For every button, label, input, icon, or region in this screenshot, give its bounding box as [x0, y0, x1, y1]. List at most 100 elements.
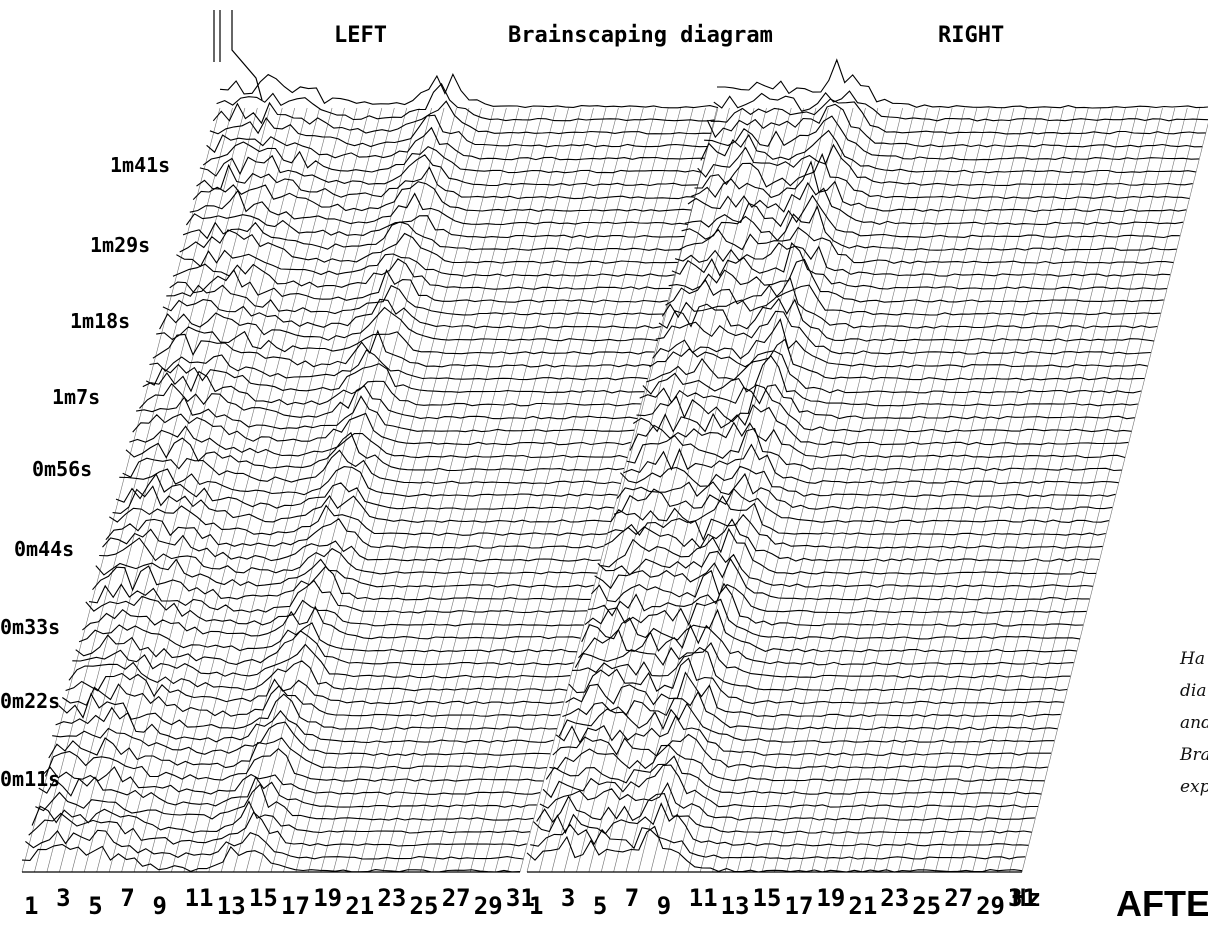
spectrum-trace — [142, 370, 641, 407]
spectrum-trace — [530, 823, 1026, 860]
x-tick-label: 3 — [56, 884, 70, 912]
frequency-gridline — [171, 107, 370, 873]
frequency-gridline — [233, 107, 432, 873]
frequency-gridline — [588, 107, 780, 873]
x-axis-labels: 1 3 5 7 9 11 13 15 17 19 21 23 25 27 29 311 3 5 7 9 11 13 15 17… — [24, 884, 1037, 920]
frequency-gridline — [885, 107, 1077, 873]
frequency-gridline — [21, 107, 221, 873]
spectrum-trace — [85, 595, 584, 627]
spectrum-trace — [136, 395, 635, 433]
spectrum-trace — [202, 141, 702, 174]
x-tick-label: 9 — [657, 892, 671, 920]
spectrum-trace — [75, 630, 574, 666]
spectrum-trace — [125, 431, 625, 472]
frequency-gridline — [922, 107, 1114, 873]
spectrum-trace — [129, 425, 628, 459]
side-caption: Ha dia and Bra exp — [1179, 649, 1208, 797]
spectrum-trace — [610, 495, 1106, 536]
frequency-gridline — [494, 107, 694, 873]
frequency-gridline — [737, 107, 928, 873]
spectrum-trace — [48, 737, 547, 769]
spectrum-trace — [710, 98, 1206, 135]
spectrum-trace — [176, 249, 675, 277]
spectrum-trace — [82, 605, 581, 640]
frequency-gridline — [798, 107, 990, 873]
frequency-gridline — [482, 107, 681, 873]
spectrum-trace — [72, 643, 571, 679]
spectrum-trace — [574, 642, 1071, 679]
x-tick-label: 15 — [753, 884, 782, 912]
spectrum-trace — [92, 565, 591, 601]
spectrum-trace — [55, 706, 554, 744]
spectrum-trace — [697, 143, 1193, 186]
spectrum-trace — [89, 579, 588, 614]
x-tick-label: 21 — [848, 892, 877, 920]
spectrum-trace — [607, 513, 1103, 549]
spectrum-trace — [209, 114, 708, 148]
caption-line: exp — [1180, 777, 1208, 797]
spectrum-trace — [626, 427, 1122, 472]
frequency-gridline — [947, 107, 1139, 873]
x-tick-label: 21 — [345, 892, 374, 920]
spectrum-trace — [149, 349, 648, 381]
y-tick-label: 0m56s — [32, 457, 92, 481]
caption-line: dia — [1180, 681, 1206, 701]
frequency-gridline — [83, 107, 283, 873]
frequency-gridline — [724, 107, 916, 873]
spectrum-trace — [636, 384, 1132, 433]
spectrum-trace — [578, 624, 1074, 666]
caption-line: Ha — [1179, 649, 1205, 669]
frequency-gridline — [507, 107, 706, 873]
x-tick-label: 9 — [153, 892, 167, 920]
x-tick-label: 1 — [529, 892, 543, 920]
spectrum-trace — [545, 755, 1042, 795]
y-tick-label: 1m41s — [110, 153, 170, 177]
x-tick-label: 11 — [185, 884, 214, 912]
spectrum-trace — [668, 258, 1164, 303]
spectrum-trace — [706, 103, 1203, 148]
y-tick-label: 0m44s — [14, 537, 74, 561]
frequency-gridline — [761, 107, 953, 873]
frequency-gridline — [407, 107, 607, 873]
spectrum-trace — [620, 465, 1116, 497]
channel-marker — [213, 10, 263, 101]
frequency-gridline — [71, 107, 271, 873]
spectrum-trace — [172, 258, 672, 290]
spectrum-trace — [44, 747, 544, 782]
spectrum-trace — [139, 382, 638, 420]
spectrum-trace — [102, 528, 601, 562]
spectrum-trace — [694, 152, 1190, 200]
spectrum-trace — [601, 527, 1097, 575]
x-tick-label: 31 — [1008, 884, 1037, 912]
spectrum-trace — [678, 226, 1174, 264]
spectrum-trace — [38, 775, 537, 808]
x-tick-label: 7 — [625, 884, 639, 912]
spectrum-trace — [78, 622, 578, 653]
frequency-gridline — [308, 107, 507, 873]
spectrum-trace — [674, 242, 1171, 277]
frequency-gridline — [786, 107, 978, 873]
spectrum-trace — [41, 766, 541, 795]
y-tick-label: 0m11s — [0, 767, 60, 791]
x-tick-label: 27 — [442, 884, 471, 912]
frequency-gridline — [146, 107, 345, 873]
x-tick-label: 7 — [120, 884, 134, 912]
spectrum-trace — [646, 350, 1142, 394]
spectrum-trace — [572, 646, 1068, 692]
spectrum-trace — [25, 829, 524, 860]
frequency-gridline — [420, 107, 619, 873]
spectrum-trace — [594, 557, 1090, 601]
spectrum-trace — [112, 485, 611, 523]
spectrum-trace — [65, 672, 564, 705]
spectrum-trace — [61, 683, 561, 717]
panel-title-left: LEFT — [334, 23, 387, 48]
spectrum-trace — [109, 504, 608, 536]
y-tick-label: 1m7s — [52, 385, 100, 409]
frequency-gridline — [245, 107, 445, 873]
frequency-gridline — [519, 107, 719, 873]
y-tick-label: 1m18s — [70, 309, 130, 333]
y-tick-label: 0m33s — [0, 615, 60, 639]
spectrum-trace — [655, 310, 1151, 355]
spectrum-trace — [533, 802, 1029, 847]
spectrum-trace — [166, 284, 665, 316]
